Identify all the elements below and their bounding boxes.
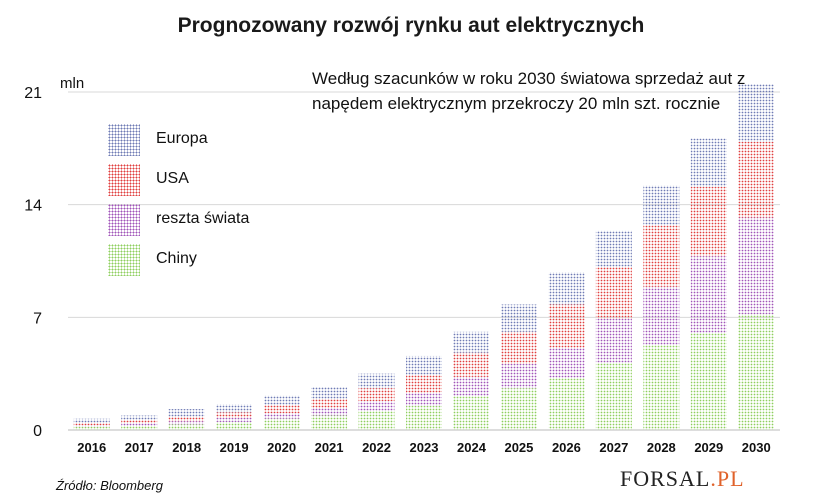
- bar-2017-europa: [121, 415, 158, 421]
- legend-label-chiny: Chiny: [156, 250, 197, 267]
- x-tick-label: 2016: [77, 440, 106, 455]
- bar-2022-usa: [358, 388, 395, 402]
- legend-label-reszta-swiata: reszta świata: [156, 210, 250, 227]
- bar-2019-usa: [216, 412, 253, 418]
- brand-suffix: .PL: [710, 466, 745, 491]
- bar-2020-usa: [263, 405, 300, 414]
- y-tick-label: 7: [33, 310, 42, 327]
- bar-2019-reszta-świata: [216, 417, 253, 422]
- legend-item-chiny: Chiny: [108, 244, 328, 276]
- x-tick-label: 2018: [172, 440, 201, 455]
- bar-2016-europa: [73, 418, 110, 423]
- bar-2017-reszta-świata: [121, 423, 158, 426]
- y-tick-label: 14: [24, 198, 42, 215]
- bar-2021-usa: [311, 398, 348, 409]
- x-tick-label: 2019: [220, 440, 249, 455]
- legend-swatch-reszta-swiata: [108, 204, 140, 236]
- x-tick-label: 2026: [552, 440, 581, 455]
- bar-2020-europa: [263, 395, 300, 406]
- bar-2018-reszta-świata: [168, 421, 205, 425]
- bar-2023-europa: [406, 355, 442, 376]
- legend-label-usa: USA: [156, 170, 189, 187]
- bar-2024-chiny: [453, 396, 490, 430]
- x-tick-label: 2025: [504, 440, 533, 455]
- bar-2025-reszta-świata: [500, 364, 537, 389]
- bar-2026-europa: [548, 272, 585, 305]
- bar-2029-usa: [690, 186, 727, 257]
- bar-2030-europa: [738, 83, 775, 142]
- bar-2018-usa: [168, 416, 205, 422]
- chart-title: Prognozowany rozwój rynku aut elektryczn…: [177, 14, 645, 37]
- bar-2024-reszta-świata: [453, 376, 490, 397]
- bar-2026-chiny: [548, 378, 585, 430]
- bar-2027-chiny: [595, 362, 632, 430]
- x-tick-label: 2017: [125, 440, 154, 455]
- bar-2024-europa: [453, 331, 490, 353]
- bar-2029-europa: [690, 138, 727, 187]
- bar-2020-reszta-świata: [263, 413, 300, 419]
- bar-2027-usa: [595, 267, 632, 319]
- legend-swatch-usa: [108, 164, 140, 196]
- bar-2029-chiny: [690, 333, 727, 430]
- bar-2020-chiny: [263, 418, 300, 430]
- bar-2016-usa: [73, 422, 110, 426]
- bar-2028-usa: [643, 225, 680, 287]
- legend-item-europa: Europa: [108, 124, 328, 156]
- legend-label-europa: Europa: [156, 130, 208, 147]
- x-tick-label: 2023: [410, 440, 439, 455]
- bar-2030-usa: [738, 141, 775, 218]
- forsal-logo: FORSAL.PL: [620, 466, 745, 492]
- legend-item-reszta-swiata: reszta świata: [108, 204, 328, 236]
- bar-2026-reszta-świata: [548, 347, 585, 379]
- bar-2019-chiny: [216, 421, 253, 430]
- x-tick-label: 2027: [599, 440, 628, 455]
- bar-2016-reszta-świata: [73, 425, 110, 427]
- bar-2025-chiny: [500, 388, 537, 430]
- x-tick-label: 2029: [694, 440, 723, 455]
- bar-2026-usa: [548, 304, 585, 348]
- bar-2021-europa: [311, 386, 348, 399]
- bar-2017-usa: [121, 420, 158, 424]
- y-tick-label: 0: [33, 423, 42, 440]
- bar-2022-reszta-świata: [358, 401, 395, 411]
- bar-2028-europa: [643, 185, 680, 226]
- bar-2016-chiny: [73, 426, 110, 430]
- bar-2027-europa: [595, 230, 632, 268]
- x-tick-label: 2021: [315, 440, 344, 455]
- x-tick-label: 2028: [647, 440, 676, 455]
- source-note: Źródło: Bloomberg: [56, 478, 163, 493]
- bar-2030-reszta-świata: [738, 217, 775, 315]
- x-tick-label: 2030: [742, 440, 771, 455]
- y-axis-unit: mln: [60, 75, 85, 92]
- x-tick-label: 2024: [457, 440, 487, 455]
- bar-2023-usa: [406, 375, 442, 393]
- bar-2028-reszta-świata: [643, 286, 680, 345]
- bar-2030-chiny: [738, 314, 775, 430]
- bar-2017-chiny: [121, 425, 158, 430]
- bar-2018-europa: [168, 409, 205, 417]
- x-tick-label: 2020: [267, 440, 296, 455]
- bar-2022-chiny: [358, 410, 395, 430]
- brand-main: FORSAL: [620, 466, 711, 491]
- bar-2023-chiny: [406, 405, 442, 430]
- annotation-note: Według szacunków w roku 2030 światowa sp…: [312, 69, 746, 113]
- x-tick-label: 2022: [362, 440, 391, 455]
- bar-2022-europa: [358, 373, 395, 389]
- bar-2018-chiny: [168, 424, 205, 430]
- bar-2019-europa: [216, 404, 253, 413]
- bar-2025-usa: [500, 331, 537, 365]
- bar-2027-reszta-świata: [595, 318, 632, 363]
- bar-2021-reszta-świata: [311, 408, 348, 416]
- legend-swatch-europa: [108, 124, 140, 156]
- bar-2025-europa: [500, 304, 537, 332]
- legend-item-usa: USA: [108, 164, 328, 196]
- bar-2023-reszta-świata: [406, 392, 442, 406]
- y-tick-label: 21: [24, 85, 42, 102]
- legend-swatch-chiny: [108, 244, 140, 276]
- bar-2021-chiny: [311, 415, 348, 430]
- bar-2029-reszta-świata: [690, 256, 727, 334]
- bar-2024-usa: [453, 352, 490, 377]
- bar-2028-chiny: [643, 344, 680, 430]
